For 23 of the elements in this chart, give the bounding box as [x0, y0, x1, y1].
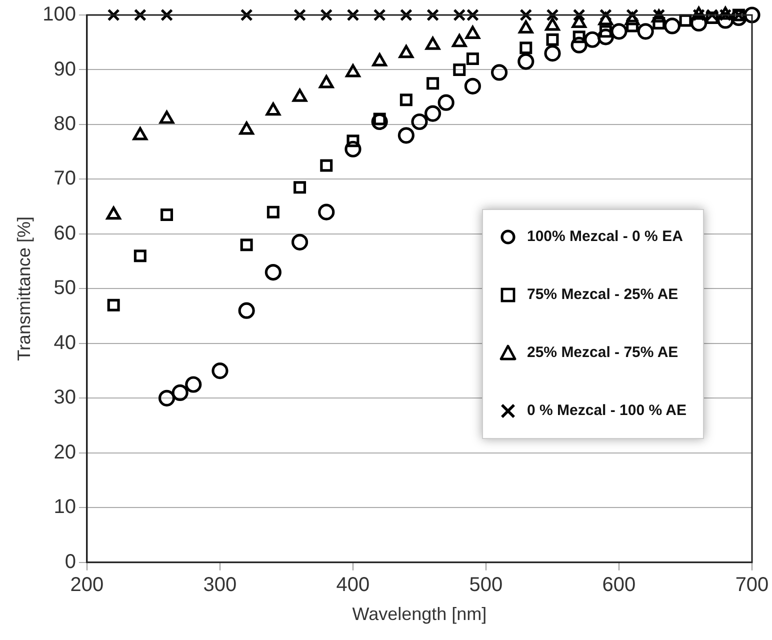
y-tick-label: 10 [54, 496, 76, 518]
y-tick-label: 90 [54, 58, 76, 80]
x-axis-title: Wavelength [nm] [352, 604, 487, 624]
y-tick-label: 60 [54, 222, 76, 244]
legend-label: 0 % Mezcal - 100 % AE [527, 402, 687, 420]
y-axis-title: Transmittance [%] [14, 216, 34, 361]
y-tick-label: 30 [54, 386, 76, 409]
y-tick-label: 0 [64, 550, 76, 573]
x-tick-label: 600 [602, 574, 636, 596]
y-tick-label: 80 [54, 112, 76, 135]
x-tick-label: 400 [336, 574, 370, 596]
y-tick-label: 100 [42, 4, 76, 26]
y-tick-label: 40 [54, 332, 76, 354]
legend-label: 25% Mezcal - 75% AE [527, 344, 678, 362]
x-tick-label: 700 [735, 574, 769, 596]
y-tick-label: 70 [54, 168, 76, 190]
x-tick-label: 300 [203, 574, 237, 596]
y-tick-label: 20 [54, 441, 76, 464]
y-tick-label: 50 [54, 277, 76, 300]
legend-label: 75% Mezcal - 25% AE [527, 286, 678, 304]
x-tick-label: 200 [70, 574, 104, 596]
legend-label: 100% Mezcal - 0 % EA [527, 228, 683, 246]
x-tick-label: 500 [469, 574, 503, 596]
